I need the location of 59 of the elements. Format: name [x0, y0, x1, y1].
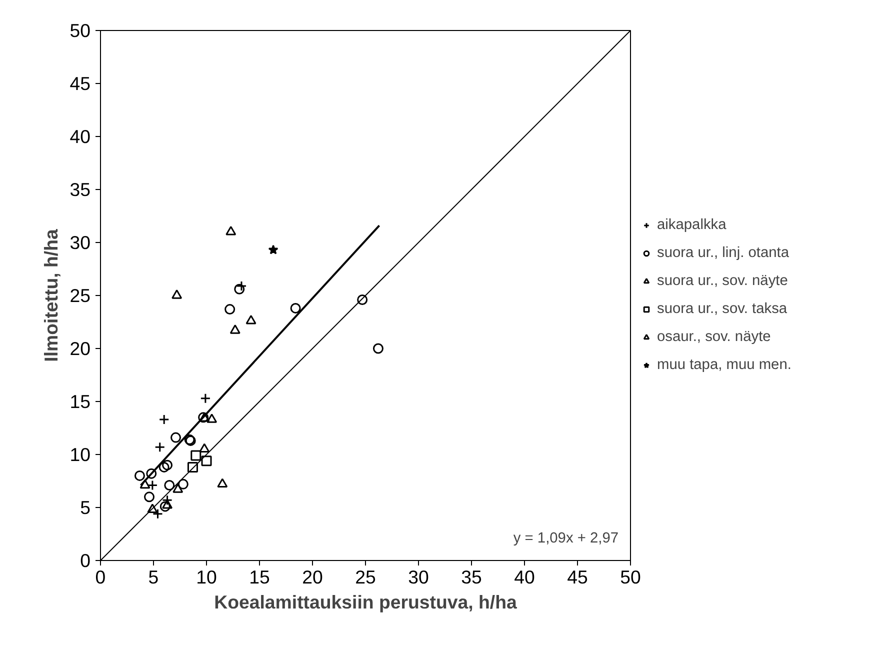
point	[246, 314, 256, 324]
x-tick-label: 10	[196, 566, 217, 588]
point	[134, 470, 145, 481]
y-axis-title: Ilmoitettu, h/ha	[40, 228, 62, 362]
point	[234, 284, 245, 294]
point	[190, 450, 202, 461]
y-tick-label: 10	[70, 444, 91, 465]
x-tick-label: 5	[148, 566, 159, 588]
point	[372, 343, 384, 354]
y-tick-label: 0	[80, 550, 91, 571]
point	[290, 302, 301, 314]
y-tick-label: 35	[70, 179, 91, 200]
point	[162, 499, 173, 509]
legend-label: suora ur., sov. näyte	[657, 273, 788, 289]
point	[146, 468, 157, 479]
x-tick-label: 0	[95, 566, 106, 588]
legend-label: suora ur., linj. otanta	[657, 245, 789, 261]
legend-label: osaur., sov. näyte	[657, 329, 771, 345]
legend-label: muu tapa, muu men.	[657, 357, 792, 373]
point	[217, 478, 228, 488]
point	[158, 462, 170, 472]
point	[230, 324, 240, 334]
x-tick-label: 40	[514, 566, 535, 588]
y-tick-label: 5	[80, 497, 91, 518]
legend-label: suora ur., sov. taksa	[657, 301, 788, 317]
y-tick-label: 40	[70, 126, 91, 147]
point	[187, 462, 198, 472]
x-tick-label: 45	[567, 566, 588, 588]
y-tick-label: 15	[70, 391, 91, 412]
point	[201, 456, 212, 466]
point	[357, 294, 368, 305]
x-tick-label: 20	[302, 566, 323, 588]
x-tick-label: 15	[249, 566, 270, 588]
x-tick-label: 35	[461, 566, 482, 588]
y-tick-label: 30	[70, 232, 91, 253]
x-axis-title: Koealamittauksiin perustuva, h/ha	[214, 592, 518, 612]
point	[170, 432, 182, 443]
y-tick-label: 45	[70, 73, 91, 94]
legend-label: aikapalkka	[657, 217, 726, 233]
point	[164, 480, 175, 490]
point	[224, 304, 236, 315]
y-tick-label: 25	[70, 285, 91, 306]
x-tick-label: 30	[408, 566, 429, 588]
point	[144, 492, 155, 502]
y-tick-label: 50	[70, 20, 91, 41]
point	[206, 414, 218, 423]
point	[178, 478, 188, 490]
point	[268, 244, 278, 254]
point	[226, 226, 236, 236]
point	[147, 504, 158, 513]
point	[140, 479, 150, 489]
point	[162, 460, 173, 470]
x-tick-label: 25	[355, 566, 376, 588]
point	[172, 290, 182, 299]
annotation: y = 1,09x + 2,97	[513, 530, 619, 546]
x-tick-label: 50	[620, 566, 641, 588]
y-tick-label: 20	[70, 338, 91, 359]
point	[172, 484, 184, 493]
point	[199, 443, 210, 453]
